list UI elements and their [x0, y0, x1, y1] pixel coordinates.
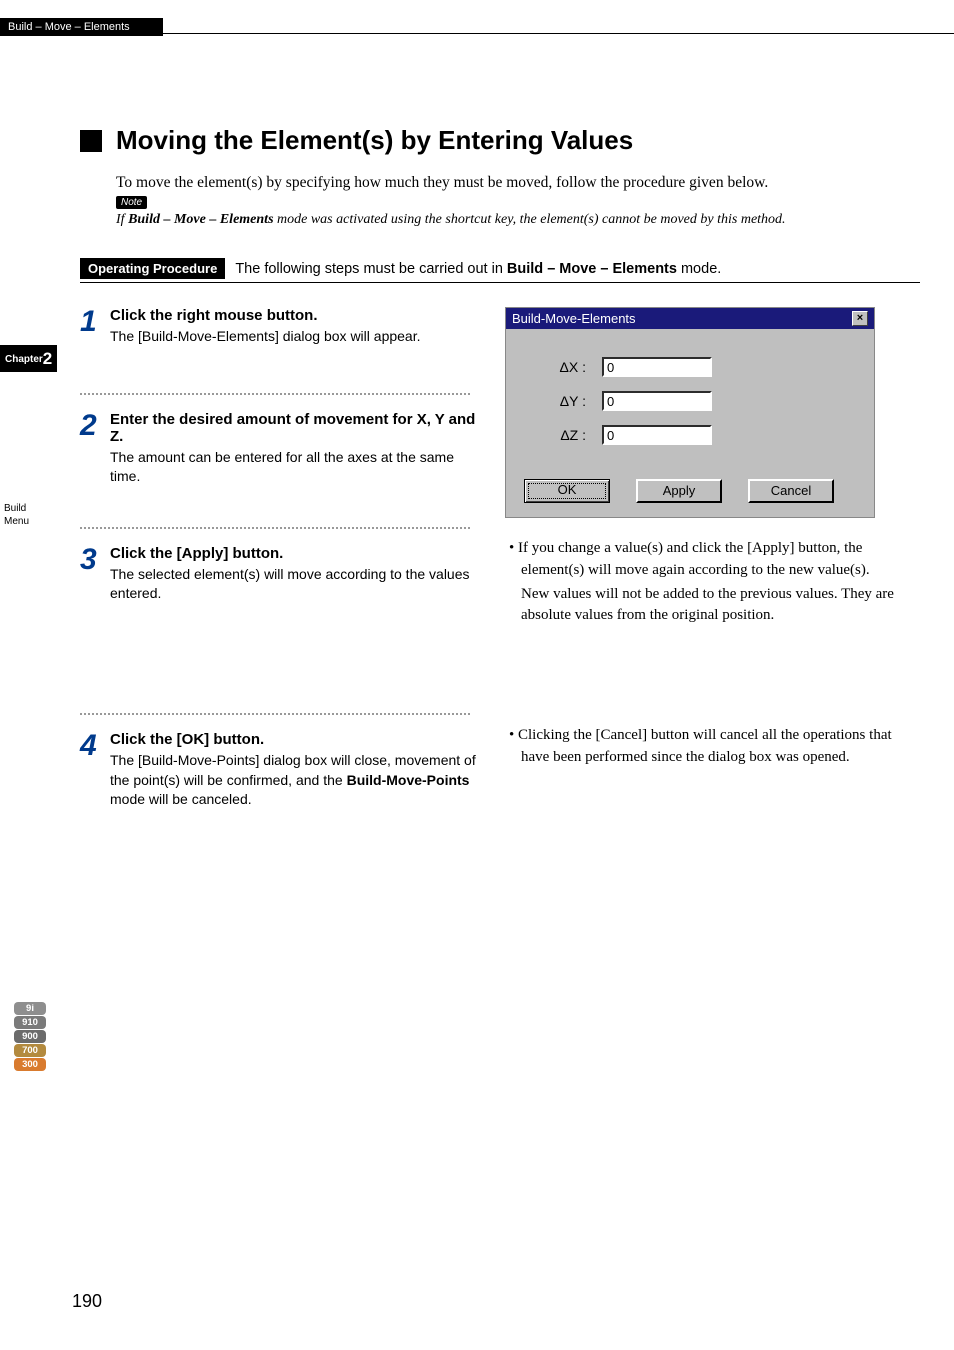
- step-title: Click the right mouse button.: [110, 307, 485, 324]
- sidebar-menu-line1: Build: [4, 502, 29, 515]
- field-label: ΔX :: [530, 359, 602, 375]
- note-prefix: If: [116, 212, 128, 227]
- dialog-title-text: Build-Move-Elements: [512, 311, 636, 326]
- sidebar-menu-line2: Menu: [4, 515, 29, 528]
- procedure-bold: Build – Move – Elements: [507, 261, 677, 277]
- delta-input-1[interactable]: [602, 391, 712, 411]
- model-pill: 300: [14, 1058, 46, 1071]
- step-title: Click the [OK] button.: [110, 731, 485, 748]
- step-desc: The amount can be entered for all the ax…: [110, 448, 485, 487]
- note-text: If Build – Move – Elements mode was acti…: [116, 212, 920, 228]
- apply-note-cont: New values will not be added to the prev…: [505, 584, 915, 628]
- cancel-note-bullet: • Clicking the [Cancel] button will canc…: [505, 725, 915, 769]
- model-pill: 900: [14, 1030, 46, 1043]
- field-row: ΔX :: [530, 357, 850, 377]
- step4-suffix: mode will be canceled.: [110, 791, 252, 807]
- step-1: 1 Click the right mouse button. The [Bui…: [80, 307, 485, 347]
- step-desc: The [Build-Move-Elements] dialog box wil…: [110, 327, 485, 347]
- step-number: 2: [80, 411, 100, 487]
- apply-button[interactable]: Apply: [636, 479, 722, 503]
- apply-note-bullet: • If you change a value(s) and click the…: [505, 538, 915, 582]
- chapter-label: Chapter: [5, 354, 43, 365]
- header-rule: [0, 33, 954, 34]
- chapter-number: 2: [43, 349, 52, 368]
- step-4: 4 Click the [OK] button. The [Build-Move…: [80, 731, 485, 810]
- step-2: 2 Enter the desired amount of movement f…: [80, 411, 485, 487]
- step-desc: The [Build-Move-Points] dialog box will …: [110, 751, 485, 810]
- note-bold: Build – Move – Elements: [128, 212, 273, 227]
- field-row: ΔY :: [530, 391, 850, 411]
- step-title: Click the [Apply] button.: [110, 545, 485, 562]
- model-indicator-bar: 9i910900700300: [14, 1002, 46, 1072]
- procedure-bar: Operating Procedure The following steps …: [80, 258, 920, 283]
- dialog-close-button[interactable]: ×: [852, 311, 868, 326]
- field-row: ΔZ :: [530, 425, 850, 445]
- page-number: 190: [72, 1291, 102, 1312]
- procedure-text: The following steps must be carried out …: [235, 261, 721, 277]
- section-heading-row: Moving the Element(s) by Entering Values: [80, 125, 920, 156]
- step-divider: [80, 527, 470, 529]
- model-pill: 700: [14, 1044, 46, 1057]
- note-suffix: mode was activated using the shortcut ke…: [274, 212, 786, 227]
- section-title: Moving the Element(s) by Entering Values: [116, 125, 633, 156]
- step-title: Enter the desired amount of movement for…: [110, 411, 485, 445]
- chapter-tab: Chapter2: [0, 345, 57, 372]
- step-number: 3: [80, 545, 100, 604]
- dialog-titlebar: Build-Move-Elements ×: [506, 308, 874, 329]
- model-pill: 910: [14, 1016, 46, 1029]
- step-number: 4: [80, 731, 100, 810]
- delta-input-0[interactable]: [602, 357, 712, 377]
- step-divider: [80, 393, 470, 395]
- heading-bullet-icon: [80, 130, 102, 152]
- procedure-label: Operating Procedure: [80, 258, 225, 279]
- step-desc: The selected element(s) will move accord…: [110, 565, 485, 604]
- ok-button[interactable]: OK: [524, 479, 610, 503]
- step-divider: [80, 713, 470, 715]
- step4-bold: Build-Move-Points: [347, 772, 470, 788]
- field-label: ΔZ :: [530, 427, 602, 443]
- step-3: 3 Click the [Apply] button. The selected…: [80, 545, 485, 604]
- step-number: 1: [80, 307, 100, 347]
- field-label: ΔY :: [530, 393, 602, 409]
- build-move-elements-dialog: Build-Move-Elements × ΔX : ΔY : ΔZ : OK Ap…: [505, 307, 875, 518]
- model-pill: 9i: [14, 1002, 46, 1015]
- procedure-prefix: The following steps must be carried out …: [235, 261, 507, 277]
- delta-input-2[interactable]: [602, 425, 712, 445]
- cancel-button[interactable]: Cancel: [748, 479, 834, 503]
- procedure-suffix: mode.: [677, 261, 721, 277]
- intro-paragraph: To move the element(s) by specifying how…: [116, 174, 920, 192]
- note-badge: Note: [116, 196, 147, 209]
- sidebar-menu-label: Build Menu: [4, 502, 29, 528]
